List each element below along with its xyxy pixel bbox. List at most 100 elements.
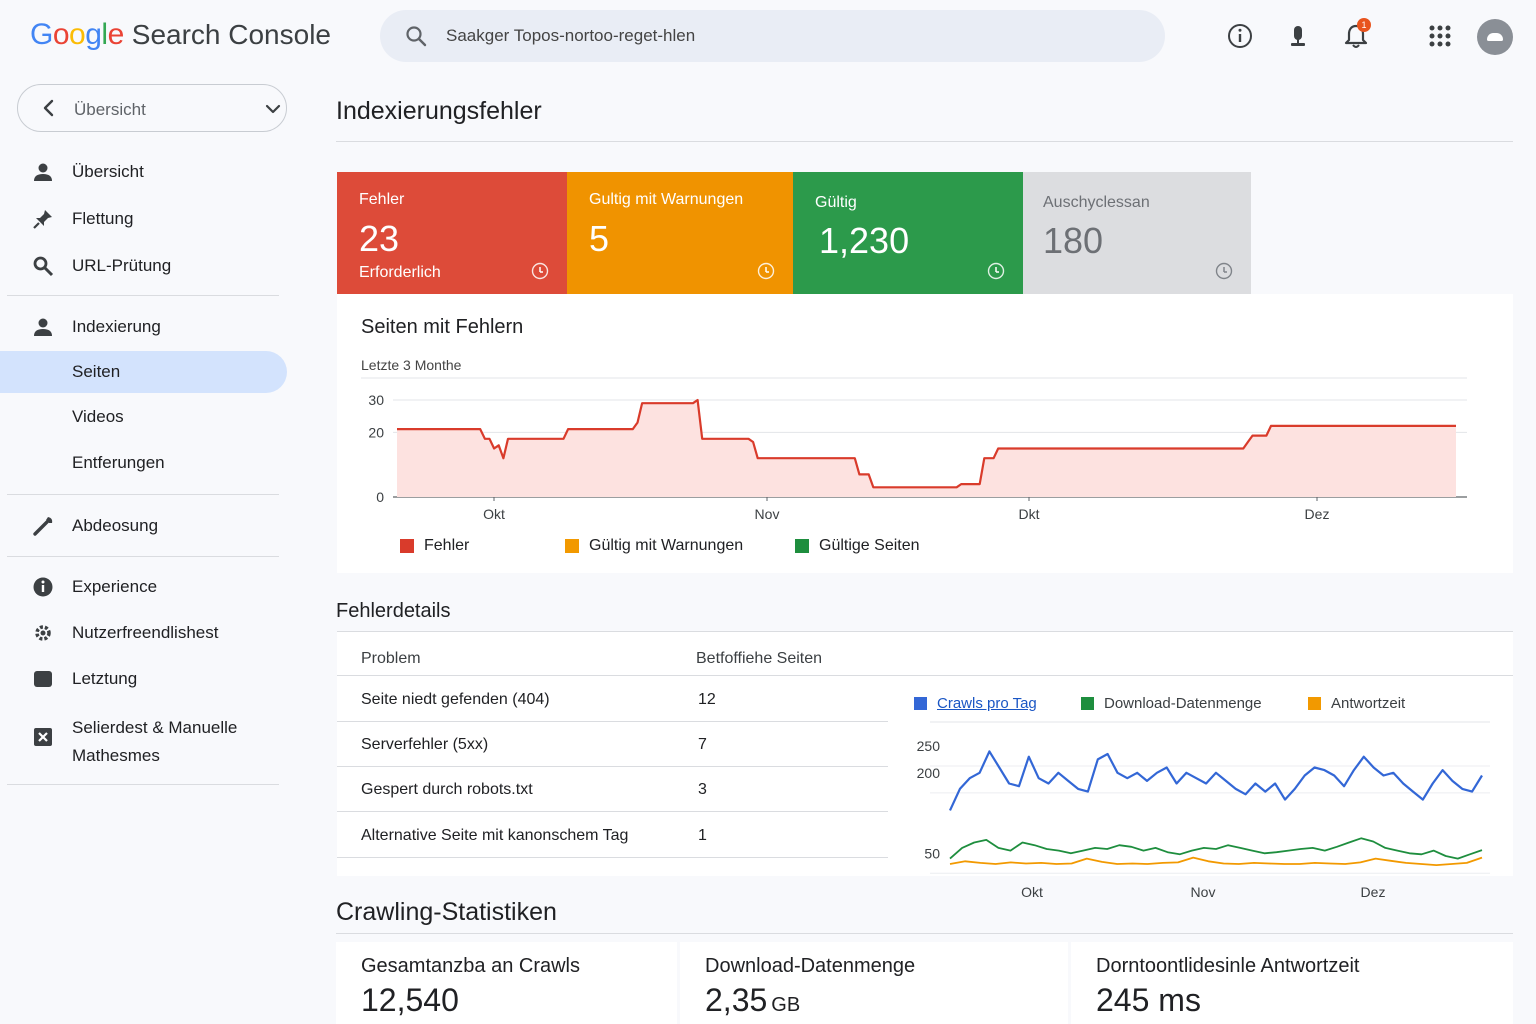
card-sub: Erforderlich xyxy=(359,264,441,281)
sidebar-divider xyxy=(7,556,279,557)
info-icon[interactable] xyxy=(1226,22,1254,50)
column-header-pages[interactable]: Betfoffiehe Seiten xyxy=(696,650,823,667)
sidebar-item-label: Seiten xyxy=(72,362,121,381)
x-tick-label: Dez xyxy=(1361,884,1386,900)
sidebar-item-flettung[interactable]: Flettung xyxy=(0,198,287,240)
series-area-fehler xyxy=(397,400,1456,497)
page-title: Indexierungsfehler xyxy=(336,97,542,125)
status-card-ausgeschlossen[interactable]: Auschyclessan 180 xyxy=(1023,172,1251,294)
series-line-download xyxy=(949,837,1483,860)
logo-letter: G xyxy=(30,18,53,51)
info-circle-icon xyxy=(33,577,53,597)
sidebar-divider xyxy=(7,295,279,296)
legend-item-warnungen[interactable]: Gültig mit Warnungen xyxy=(565,537,743,555)
stat-card-download[interactable]: Download-Datenmenge 2,35 GB xyxy=(680,942,1068,1024)
title-divider xyxy=(336,141,1513,142)
arrow-back-icon[interactable] xyxy=(38,97,60,119)
search-icon xyxy=(406,26,427,47)
legend-label: Download-Datenmenge xyxy=(1104,695,1262,712)
chevron-down-icon[interactable] xyxy=(262,98,284,120)
sidebar-item-label: Entferungen xyxy=(72,453,165,472)
status-card-fehler[interactable]: Fehler 23 Erforderlich xyxy=(337,172,567,294)
sidebar-item-label: Übersicht xyxy=(72,162,144,181)
folder-icon xyxy=(34,671,52,687)
chart-title: Seiten mit Fehlern xyxy=(361,316,524,338)
table-row[interactable]: Alternative Seite mit kanonschem Tag 1 xyxy=(337,812,888,858)
sidebar-item-videos[interactable]: Videos xyxy=(0,396,287,438)
sidebar-item-label: Videos xyxy=(72,407,124,426)
stat-unit: GB xyxy=(771,994,801,1016)
search-input[interactable]: Saakger Topos-nortoo-reget-hlen xyxy=(446,26,696,45)
x-tick-label: Dez xyxy=(1305,506,1330,522)
section-title-fehlerdetails: Fehlerdetails xyxy=(336,600,451,622)
table-row[interactable]: Seite niedt gefenden (404) 12 xyxy=(337,676,888,722)
info-icon[interactable] xyxy=(1215,262,1233,280)
table-row[interactable]: Gespert durch robots.txt 3 xyxy=(337,766,888,812)
status-card-gueltig[interactable]: Gültig 1,230 xyxy=(793,172,1023,294)
sidebar-item-uebersicht[interactable]: Übersicht xyxy=(0,151,287,193)
card-value: 5 xyxy=(589,218,610,259)
info-icon[interactable] xyxy=(757,262,775,280)
sidebar-item-abdeosung[interactable]: Abdeosung xyxy=(0,505,287,547)
card-label: Gultig mit Warnungen xyxy=(589,191,744,208)
y-tick-label: 0 xyxy=(376,489,384,505)
table-row[interactable]: Serverfehler (5xx) 7 xyxy=(337,721,888,767)
sidebar-item-label: Experience xyxy=(72,577,158,596)
sidebar-divider xyxy=(7,784,279,785)
column-header-problem[interactable]: Problem xyxy=(361,650,421,667)
y-tick-label: 250 xyxy=(917,738,941,754)
notification-badge: 1 xyxy=(1357,18,1371,32)
stat-card-crawls[interactable]: Gesamtanzba an Crawls 12,540 xyxy=(336,942,677,1024)
problem-cell: Alternative Seite mit kanonschem Tag xyxy=(361,827,629,844)
property-selector[interactable]: Übersicht xyxy=(17,84,287,132)
legend-item-download[interactable]: Download-Datenmenge xyxy=(1081,695,1262,712)
microphone-icon[interactable] xyxy=(1284,22,1312,50)
sidebar-item-label: Letztung xyxy=(72,669,138,688)
sidebar-item-sicherheit-manuelle-massnahmen[interactable]: Selierdest & Manuelle Mathesmes xyxy=(0,714,287,770)
card-value: 23 xyxy=(359,218,400,259)
info-icon[interactable] xyxy=(531,262,549,280)
sidebar-item-url-pruefung[interactable]: URL-Prütung xyxy=(0,245,287,287)
series-line-antwortzeit xyxy=(949,856,1483,866)
card-value: 180 xyxy=(1043,220,1104,261)
logo-letter: e xyxy=(107,18,125,51)
problem-cell: Seite niedt gefenden (404) xyxy=(361,691,550,708)
stat-label: Download-Datenmenge xyxy=(705,955,916,977)
sidebar-divider xyxy=(7,494,279,495)
legend-item-gueltige-seiten[interactable]: Gültige Seiten xyxy=(795,537,920,555)
search-bar[interactable]: Saakger Topos-nortoo-reget-hlen xyxy=(380,10,1165,62)
avatar[interactable] xyxy=(1477,19,1513,55)
google-logo-text: Google xyxy=(30,18,124,52)
status-card-warnungen[interactable]: Gultig mit Warnungen 5 xyxy=(567,172,793,294)
sidebar-item-indexierung[interactable]: Indexierung xyxy=(0,306,287,348)
sidebar-item-letztung[interactable]: Letztung xyxy=(0,658,287,700)
x-tick-label: Okt xyxy=(483,506,505,522)
sidebar-item-entfernungen[interactable]: Entferungen xyxy=(0,442,287,484)
legend-label[interactable]: Crawls pro Tag xyxy=(937,695,1037,712)
sidebar-item-nutzerfreundlichkeit[interactable]: Nutzerfreendlishest xyxy=(0,612,287,654)
legend-item-antwortzeit[interactable]: Antwortzeit xyxy=(1308,695,1405,712)
error-chart: 0 20 30 Okt Nov Dkt Dez xyxy=(361,377,1467,522)
pin-icon xyxy=(33,210,52,229)
table-header-divider xyxy=(337,675,1513,676)
info-icon[interactable] xyxy=(987,262,1005,280)
apps-grid-icon[interactable] xyxy=(1426,22,1454,50)
y-tick-label: 200 xyxy=(917,765,941,781)
legend-item-fehler[interactable]: Fehler xyxy=(400,537,469,555)
legend-item-crawls[interactable]: Crawls pro Tag xyxy=(914,695,1037,712)
problem-cell: Serverfehler (5xx) xyxy=(361,736,489,753)
property-label: Übersicht xyxy=(74,100,146,119)
y-tick-label: 50 xyxy=(924,845,940,861)
card-label: Auschyclessan xyxy=(1043,194,1150,211)
sidebar-item-experience[interactable]: Experience xyxy=(0,566,287,608)
stat-card-antwortzeit[interactable]: Dorntoontlidesinle Antwortzeit 245 ms xyxy=(1071,942,1513,1024)
sidebar-item-seiten[interactable]: Seiten xyxy=(0,351,287,393)
wrench-icon xyxy=(33,517,53,536)
x-tick-label: Dkt xyxy=(1019,506,1040,522)
chart-subtitle: Letzte 3 Monthe xyxy=(361,357,462,373)
person-icon xyxy=(34,318,52,336)
sidebar-item-label: Selierdest & Manuelle Mathesmes xyxy=(72,718,238,765)
logo[interactable]: Google Search Console xyxy=(30,18,331,52)
crawl-chart: 50 200 250 Okt Nov Dez xyxy=(917,721,1490,900)
product-name: Search Console xyxy=(131,19,331,50)
